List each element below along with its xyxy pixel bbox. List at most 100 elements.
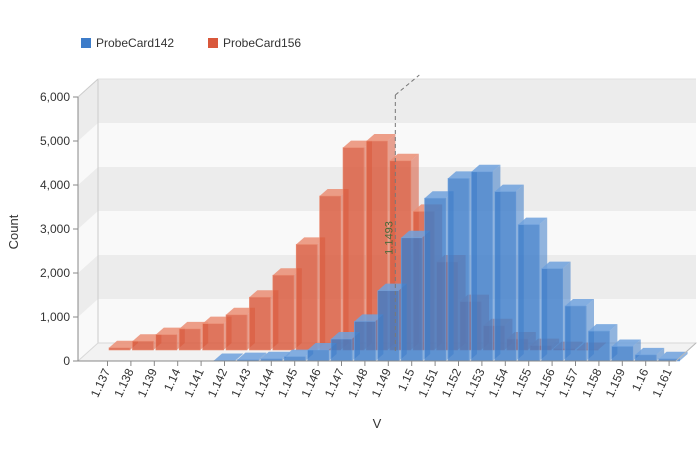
bar-face (634, 354, 657, 362)
bar-top (401, 230, 431, 238)
y-tick-label: 2,000 (40, 266, 70, 280)
bar-face (319, 195, 341, 351)
x-tick-label: 1.144 (252, 366, 278, 399)
bar-face (611, 346, 634, 362)
bar-top (588, 324, 618, 332)
bar-face (330, 338, 353, 362)
bar-face (400, 237, 423, 362)
bar-top (109, 340, 138, 348)
x-tick-label: 1.149 (369, 366, 395, 399)
x-tick-label: 1.152 (439, 366, 465, 399)
bar-top (132, 334, 162, 342)
y-tick-label: 3,000 (40, 222, 70, 236)
y-tick-label: 6,000 (40, 90, 70, 104)
bar-top (155, 327, 185, 335)
bar-face (178, 328, 201, 351)
x-tick-label: 1.154 (486, 366, 512, 399)
marker-label: 1.1493 (383, 221, 395, 255)
legend-swatch-probecard156 (208, 38, 218, 48)
x-axis-title: V (373, 416, 382, 431)
bar-face (132, 340, 154, 351)
bar-probecard142 (634, 347, 665, 362)
x-tick-label: 1.142 (205, 366, 231, 399)
bar-top (343, 140, 372, 148)
bar-top (354, 314, 384, 322)
x-tick-label: 1.143 (228, 366, 254, 399)
x-tick-label: 1.145 (275, 366, 301, 399)
marker-line: 1.1493 (383, 74, 420, 351)
bar-probecard156 (155, 327, 185, 351)
bar-side (258, 352, 267, 361)
y-tick-label: 1,000 (40, 310, 70, 324)
grid-band-side (78, 299, 98, 361)
bar-side (656, 347, 665, 361)
bar-face (225, 314, 248, 351)
x-tick-label: 1.161 (649, 366, 675, 399)
bar-top (541, 261, 571, 269)
bar-face (541, 268, 563, 362)
bar-side (679, 351, 688, 361)
x-tick-label: 1.153 (462, 366, 488, 399)
y-axis: 0 1,000 2,000 3,000 4,000 5,000 6,000 (40, 90, 79, 368)
bar-top (331, 332, 360, 339)
legend: ProbeCard142 ProbeCard156 (81, 36, 301, 50)
y-tick-label: 4,000 (40, 178, 70, 192)
bar-top (565, 299, 594, 306)
bar-face (447, 178, 470, 362)
x-tick-label: 1.138 (111, 366, 137, 399)
legend-swatch-probecard142 (81, 38, 91, 48)
bar-probecard142 (237, 352, 267, 362)
bar-top (448, 171, 477, 179)
bar-face (108, 347, 131, 351)
bar-top (296, 237, 326, 245)
bar-top (494, 184, 524, 192)
bar-top (284, 349, 314, 357)
bar-face (202, 323, 224, 351)
y-axis-title: Count (6, 214, 21, 249)
bar-top (272, 268, 302, 276)
bar-top (389, 153, 419, 161)
x-tick-label: 1.139 (135, 366, 161, 399)
bar-face (354, 321, 376, 362)
bar-top (237, 352, 267, 360)
bar-face (155, 334, 178, 351)
grid-band-side (78, 211, 98, 273)
grid-band (98, 79, 696, 123)
bar-top (611, 339, 641, 347)
grid-band-side (78, 79, 98, 141)
bar-top (471, 164, 501, 172)
bar-face (295, 244, 318, 351)
x-tick-label: 1.15 (395, 366, 418, 393)
marker-dashed-top (394, 74, 420, 96)
bar-top (635, 347, 665, 355)
bar-top (249, 290, 279, 298)
legend-label-probecard142: ProbeCard142 (96, 36, 174, 50)
x-tick-label: 1.141 (181, 366, 207, 399)
bar-face (249, 296, 271, 351)
bar-face (588, 330, 610, 362)
x-tick-label: 1.137 (88, 366, 114, 399)
bar-face (424, 197, 446, 362)
x-tick-label: 1.157 (556, 366, 582, 399)
bar-face (307, 349, 329, 362)
bar-face (283, 356, 306, 362)
grid-band-side (78, 123, 98, 185)
y-tick-label: 0 (63, 354, 70, 368)
bar-top (226, 307, 255, 315)
bar-face (564, 305, 587, 362)
x-tick-label: 1.159 (603, 366, 629, 399)
series-probecard142-bars (213, 164, 688, 362)
grid-band-side (78, 167, 98, 229)
bar-top (424, 191, 454, 199)
legend-label-probecard156: ProbeCard156 (223, 36, 301, 50)
bar-top (319, 189, 349, 196)
x-axis-depth-edge (675, 342, 697, 362)
bar-top (366, 134, 396, 141)
y-tick-label: 5,000 (40, 134, 70, 148)
bar-top (377, 283, 407, 291)
bar-face (517, 224, 540, 362)
x-tick-label: 1.158 (579, 366, 605, 399)
bar-top (214, 353, 243, 361)
